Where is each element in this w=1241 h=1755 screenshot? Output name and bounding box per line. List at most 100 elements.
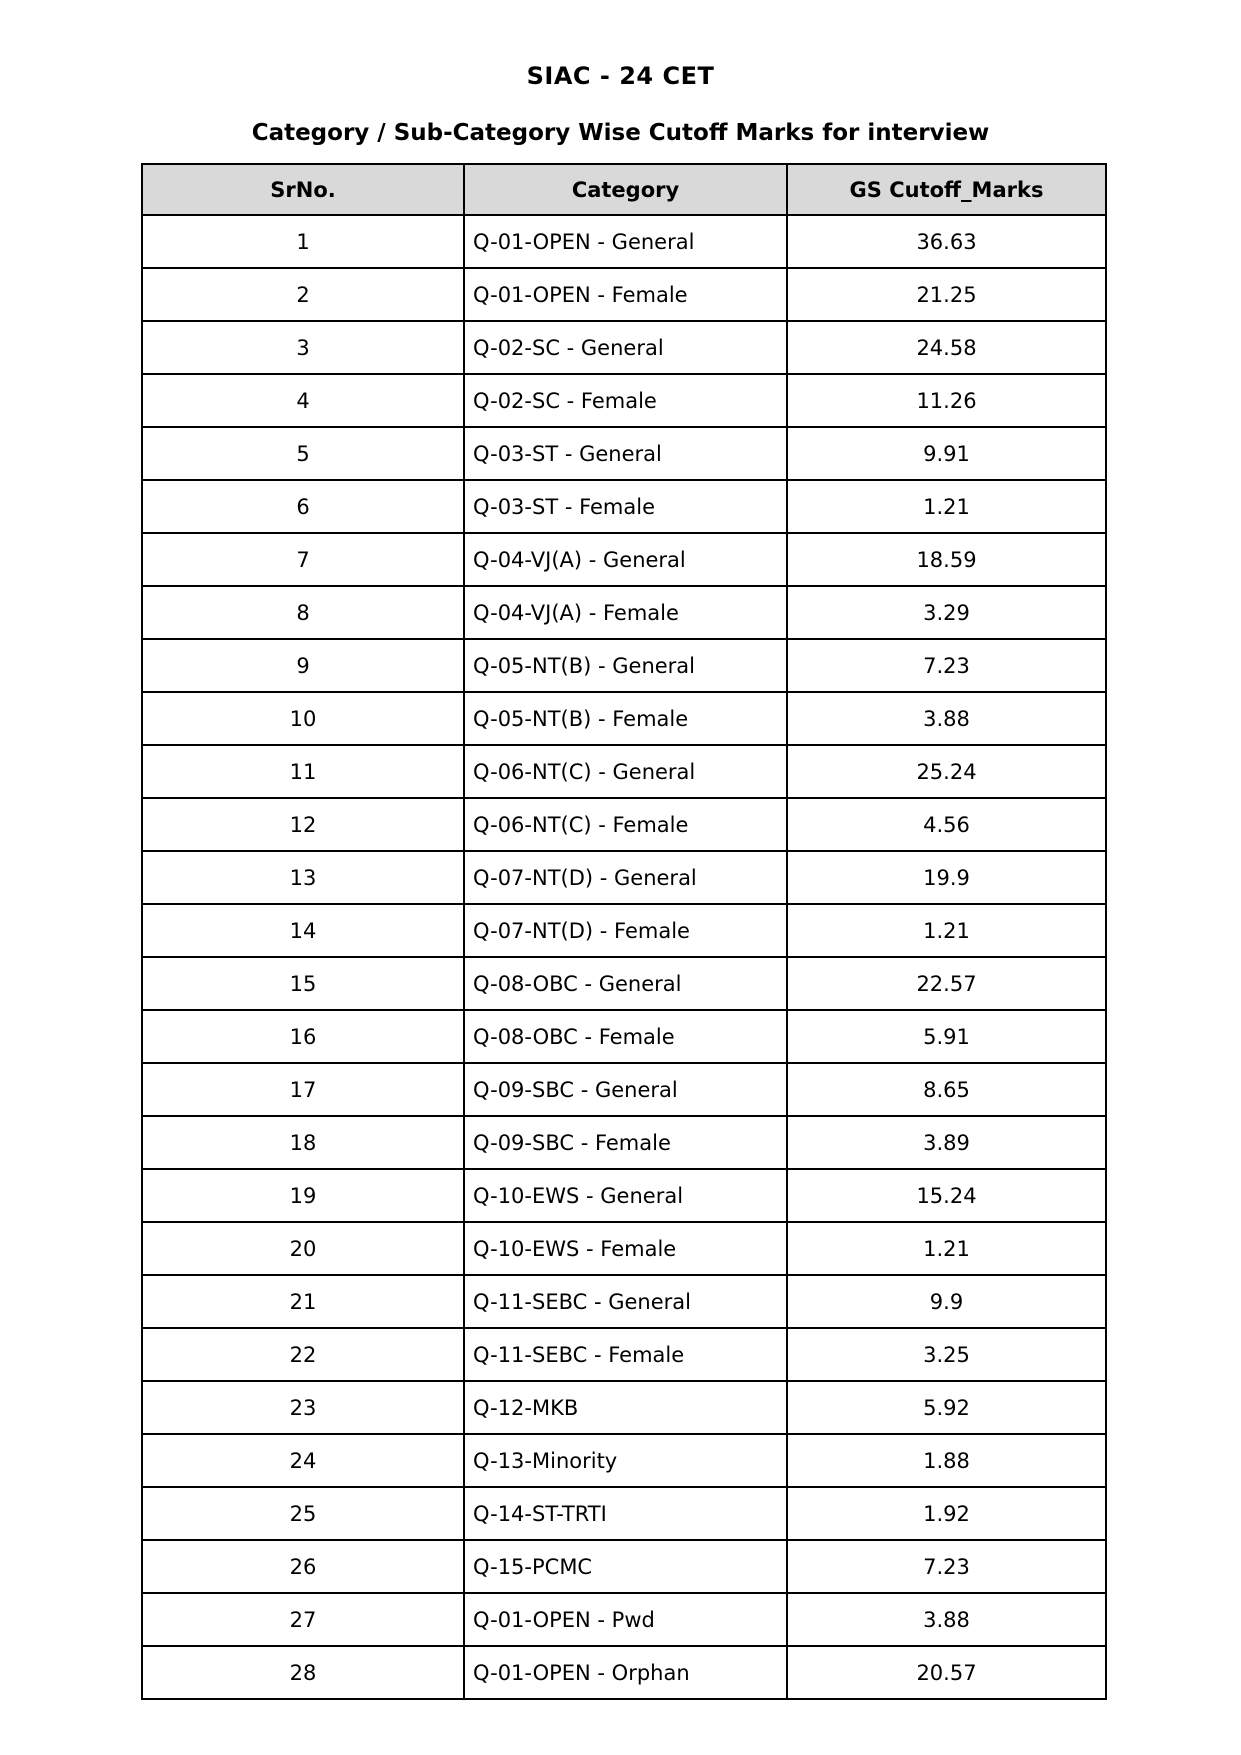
table-row: 3 Q-02-SC - General 24.58 bbox=[141, 320, 1107, 375]
gs-cutoff-marks-cell: 7.23 bbox=[786, 1539, 1107, 1594]
category-cell: Q-12-MKB bbox=[463, 1380, 788, 1435]
column-header-gs-cutoff-marks: GS Cutoff_Marks bbox=[786, 163, 1107, 216]
srno-cell: 6 bbox=[141, 479, 465, 534]
gs-cutoff-marks-cell: 3.88 bbox=[786, 691, 1107, 746]
category-cell: Q-07-NT(D) - General bbox=[463, 850, 788, 905]
page-subtitle: Category / Sub-Category Wise Cutoff Mark… bbox=[251, 120, 990, 146]
gs-cutoff-marks-cell: 9.91 bbox=[786, 426, 1107, 481]
category-cell: Q-02-SC - Female bbox=[463, 373, 788, 428]
srno-cell: 2 bbox=[141, 267, 465, 322]
srno-cell: 22 bbox=[141, 1327, 465, 1382]
category-cell: Q-09-SBC - General bbox=[463, 1062, 788, 1117]
gs-cutoff-marks-cell: 24.58 bbox=[786, 320, 1107, 375]
table-row: 20 Q-10-EWS - Female 1.21 bbox=[141, 1221, 1107, 1276]
page-title: SIAC - 24 CET bbox=[526, 62, 715, 90]
gs-cutoff-marks-cell: 1.92 bbox=[786, 1486, 1107, 1541]
srno-cell: 12 bbox=[141, 797, 465, 852]
category-cell: Q-06-NT(C) - Female bbox=[463, 797, 788, 852]
table-row: 26 Q-15-PCMC 7.23 bbox=[141, 1539, 1107, 1594]
srno-cell: 11 bbox=[141, 744, 465, 799]
srno-cell: 17 bbox=[141, 1062, 465, 1117]
column-header-srno: SrNo. bbox=[141, 163, 465, 216]
table-row: 22 Q-11-SEBC - Female 3.25 bbox=[141, 1327, 1107, 1382]
table-row: 2 Q-01-OPEN - Female 21.25 bbox=[141, 267, 1107, 322]
srno-cell: 28 bbox=[141, 1645, 465, 1700]
category-cell: Q-01-OPEN - Female bbox=[463, 267, 788, 322]
table-row: 7 Q-04-VJ(A) - General 18.59 bbox=[141, 532, 1107, 587]
srno-cell: 10 bbox=[141, 691, 465, 746]
srno-cell: 27 bbox=[141, 1592, 465, 1647]
table-row: 21 Q-11-SEBC - General 9.9 bbox=[141, 1274, 1107, 1329]
category-cell: Q-08-OBC - Female bbox=[463, 1009, 788, 1064]
cutoff-marks-table: SrNo. Category GS Cutoff_Marks 1 Q-01-OPE… bbox=[141, 163, 1107, 1700]
srno-cell: 20 bbox=[141, 1221, 465, 1276]
category-cell: Q-01-OPEN - General bbox=[463, 214, 788, 269]
srno-cell: 26 bbox=[141, 1539, 465, 1594]
table-row: 4 Q-02-SC - Female 11.26 bbox=[141, 373, 1107, 428]
category-cell: Q-04-VJ(A) - General bbox=[463, 532, 788, 587]
gs-cutoff-marks-cell: 7.23 bbox=[786, 638, 1107, 693]
table-row: 15 Q-08-OBC - General 22.57 bbox=[141, 956, 1107, 1011]
table-row: 18 Q-09-SBC - Female 3.89 bbox=[141, 1115, 1107, 1170]
category-cell: Q-03-ST - General bbox=[463, 426, 788, 481]
srno-cell: 13 bbox=[141, 850, 465, 905]
gs-cutoff-marks-cell: 11.26 bbox=[786, 373, 1107, 428]
table-body: 1 Q-01-OPEN - General 36.63 2 Q-01-OPEN - Fe… bbox=[141, 214, 1107, 1700]
table-row: 11 Q-06-NT(C) - General 25.24 bbox=[141, 744, 1107, 799]
gs-cutoff-marks-cell: 1.21 bbox=[786, 479, 1107, 534]
gs-cutoff-marks-cell: 15.24 bbox=[786, 1168, 1107, 1223]
srno-cell: 8 bbox=[141, 585, 465, 640]
category-cell: Q-15-PCMC bbox=[463, 1539, 788, 1594]
table-row: 24 Q-13-Minority 1.88 bbox=[141, 1433, 1107, 1488]
table-row: 8 Q-04-VJ(A) - Female 3.29 bbox=[141, 585, 1107, 640]
gs-cutoff-marks-cell: 20.57 bbox=[786, 1645, 1107, 1700]
category-cell: Q-13-Minority bbox=[463, 1433, 788, 1488]
table-row: 17 Q-09-SBC - General 8.65 bbox=[141, 1062, 1107, 1117]
category-cell: Q-14-ST-TRTI bbox=[463, 1486, 788, 1541]
gs-cutoff-marks-cell: 9.9 bbox=[786, 1274, 1107, 1329]
category-cell: Q-11-SEBC - General bbox=[463, 1274, 788, 1329]
table-header-row: SrNo. Category GS Cutoff_Marks bbox=[141, 163, 1107, 216]
srno-cell: 1 bbox=[141, 214, 465, 269]
srno-cell: 14 bbox=[141, 903, 465, 958]
gs-cutoff-marks-cell: 22.57 bbox=[786, 956, 1107, 1011]
gs-cutoff-marks-cell: 3.89 bbox=[786, 1115, 1107, 1170]
srno-cell: 15 bbox=[141, 956, 465, 1011]
category-cell: Q-04-VJ(A) - Female bbox=[463, 585, 788, 640]
table-row: 5 Q-03-ST - General 9.91 bbox=[141, 426, 1107, 481]
category-cell: Q-11-SEBC - Female bbox=[463, 1327, 788, 1382]
srno-cell: 7 bbox=[141, 532, 465, 587]
table-row: 25 Q-14-ST-TRTI 1.92 bbox=[141, 1486, 1107, 1541]
srno-cell: 21 bbox=[141, 1274, 465, 1329]
table-row: 28 Q-01-OPEN - Orphan 20.57 bbox=[141, 1645, 1107, 1700]
gs-cutoff-marks-cell: 1.21 bbox=[786, 903, 1107, 958]
category-cell: Q-10-EWS - General bbox=[463, 1168, 788, 1223]
srno-cell: 4 bbox=[141, 373, 465, 428]
table-row: 12 Q-06-NT(C) - Female 4.56 bbox=[141, 797, 1107, 852]
table-row: 16 Q-08-OBC - Female 5.91 bbox=[141, 1009, 1107, 1064]
srno-cell: 24 bbox=[141, 1433, 465, 1488]
category-cell: Q-06-NT(C) - General bbox=[463, 744, 788, 799]
gs-cutoff-marks-cell: 4.56 bbox=[786, 797, 1107, 852]
table-row: 14 Q-07-NT(D) - Female 1.21 bbox=[141, 903, 1107, 958]
category-cell: Q-03-ST - Female bbox=[463, 479, 788, 534]
category-cell: Q-08-OBC - General bbox=[463, 956, 788, 1011]
srno-cell: 16 bbox=[141, 1009, 465, 1064]
category-cell: Q-02-SC - General bbox=[463, 320, 788, 375]
srno-cell: 25 bbox=[141, 1486, 465, 1541]
table-row: 13 Q-07-NT(D) - General 19.9 bbox=[141, 850, 1107, 905]
category-cell: Q-05-NT(B) - Female bbox=[463, 691, 788, 746]
table-row: 6 Q-03-ST - Female 1.21 bbox=[141, 479, 1107, 534]
gs-cutoff-marks-cell: 19.9 bbox=[786, 850, 1107, 905]
table-row: 10 Q-05-NT(B) - Female 3.88 bbox=[141, 691, 1107, 746]
srno-cell: 5 bbox=[141, 426, 465, 481]
category-cell: Q-09-SBC - Female bbox=[463, 1115, 788, 1170]
table-row: 9 Q-05-NT(B) - General 7.23 bbox=[141, 638, 1107, 693]
category-cell: Q-10-EWS - Female bbox=[463, 1221, 788, 1276]
gs-cutoff-marks-cell: 36.63 bbox=[786, 214, 1107, 269]
column-header-category: Category bbox=[463, 163, 788, 216]
category-cell: Q-01-OPEN - Orphan bbox=[463, 1645, 788, 1700]
gs-cutoff-marks-cell: 18.59 bbox=[786, 532, 1107, 587]
table-row: 23 Q-12-MKB 5.92 bbox=[141, 1380, 1107, 1435]
gs-cutoff-marks-cell: 21.25 bbox=[786, 267, 1107, 322]
